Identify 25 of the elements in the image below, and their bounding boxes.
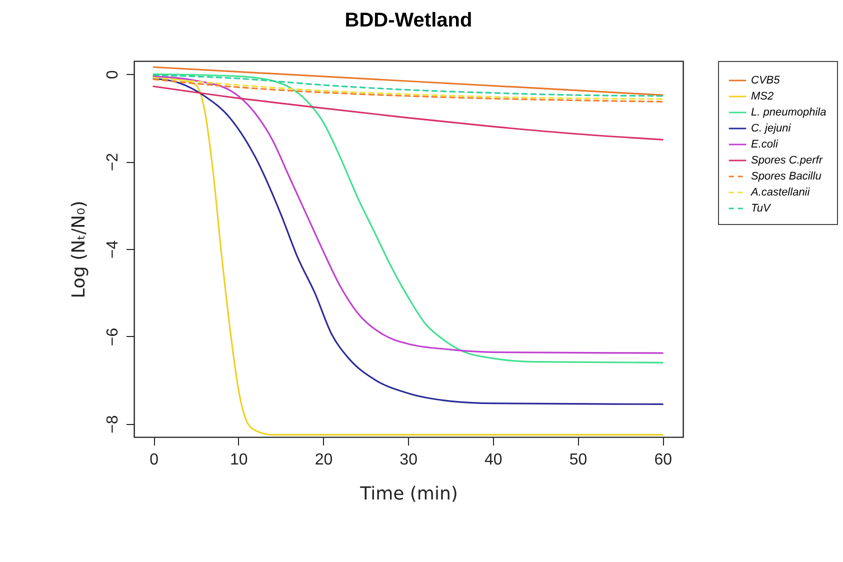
legend-label: L. pneumophila (751, 106, 826, 118)
y-tick-label: −4 (104, 240, 122, 259)
y-tick-label: 0 (104, 70, 122, 80)
legend-label: Spores C.perfr (751, 154, 824, 166)
y-tick-label: −2 (104, 152, 122, 172)
x-tick-label: 30 (400, 452, 418, 468)
chart-title: BDD-Wetland (344, 10, 472, 32)
y-tick-label: −6 (104, 328, 122, 346)
legend-label: TuV (751, 202, 772, 214)
x-tick-label: 10 (230, 452, 248, 468)
legend-label: E.coli (751, 138, 778, 150)
x-axis-title: Time (min) (359, 484, 458, 504)
x-tick-label: 0 (150, 452, 159, 468)
x-tick-label: 60 (654, 452, 672, 468)
legend-label: CVB5 (751, 74, 781, 86)
y-tick-label: −8 (104, 415, 122, 434)
y-axis-title: Log (Nₜ/N₀) (68, 200, 90, 298)
x-tick-label: 40 (484, 452, 502, 468)
legend-label: C. jejuni (751, 122, 792, 134)
legend-label: A.castellanii (750, 186, 810, 198)
x-tick-label: 50 (569, 452, 588, 468)
legend-label: Spores Bacillu (751, 170, 822, 182)
x-tick-label: 20 (314, 452, 333, 468)
line-series (152, 86, 664, 140)
legend-label: MS2 (751, 90, 774, 102)
